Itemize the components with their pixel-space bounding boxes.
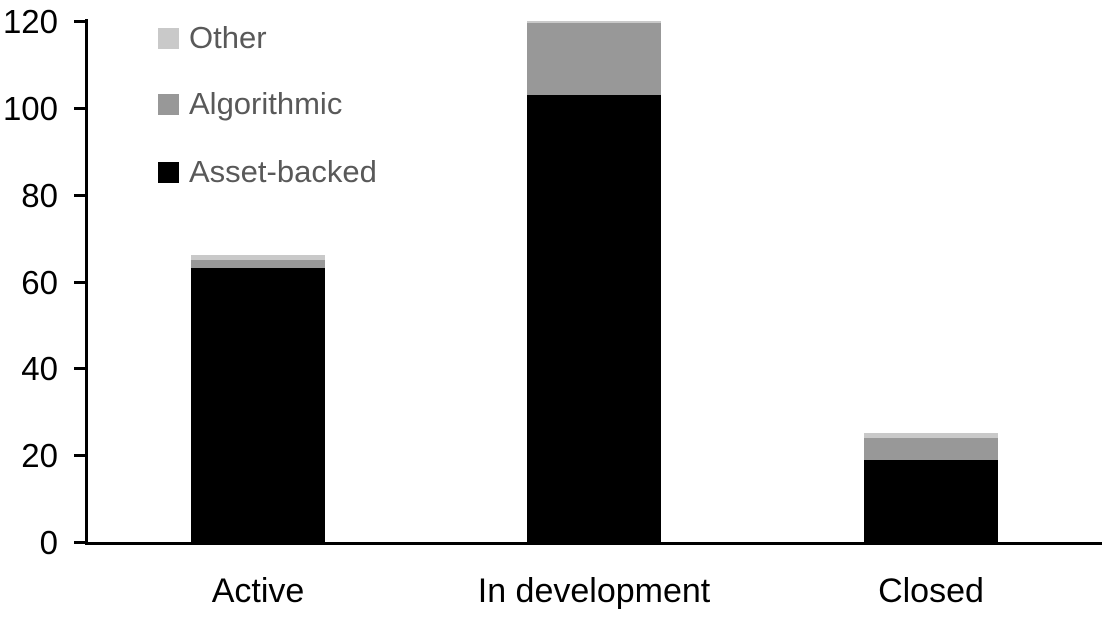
legend-label-asset-backed: Asset-backed xyxy=(189,154,377,189)
y-tick-mark-60 xyxy=(74,280,85,284)
bar-segment-in-development-other xyxy=(527,21,661,24)
bar-segment-closed-asset-backed xyxy=(864,459,998,542)
y-tick-label-120: 120 xyxy=(2,3,58,40)
y-tick-mark-20 xyxy=(74,454,85,458)
bar-segment-in-development-algorithmic xyxy=(527,23,661,95)
y-tick-label-20: 20 xyxy=(21,437,58,475)
bar-segment-in-development-asset-backed xyxy=(527,94,661,542)
y-tick-label-100: 100 xyxy=(2,89,58,127)
legend-label-other: Other xyxy=(189,20,267,55)
x-category-label-active: Active xyxy=(211,572,305,610)
legend-entry-algorithmic: Algorithmic xyxy=(158,85,342,123)
legend-label-algorithmic: Algorithmic xyxy=(189,86,343,121)
legend-swatch-algorithmic xyxy=(158,93,179,115)
y-tick-mark-80 xyxy=(74,193,85,197)
bar-segment-active-other xyxy=(191,255,325,260)
legend-entry-asset-backed: Asset-backed xyxy=(158,153,377,191)
legend-swatch-asset-backed xyxy=(158,161,179,183)
y-axis-line xyxy=(85,19,88,545)
bar-segment-active-algorithmic xyxy=(191,259,325,269)
y-tick-mark-0 xyxy=(74,541,85,544)
y-tick-mark-120 xyxy=(74,20,85,23)
y-tick-mark-100 xyxy=(74,106,85,110)
legend-swatch-other xyxy=(158,27,179,49)
bar-segment-closed-other xyxy=(864,433,998,438)
y-tick-label-40: 40 xyxy=(21,350,58,388)
x-category-label-closed: Closed xyxy=(878,572,984,610)
x-category-label-in-development: In development xyxy=(477,572,711,610)
x-axis-line xyxy=(85,542,1102,545)
y-tick-mark-40 xyxy=(74,367,85,371)
bar-segment-active-asset-backed xyxy=(191,268,325,542)
legend-entry-other: Other xyxy=(158,19,267,57)
y-tick-label-60: 60 xyxy=(21,263,58,301)
bar-segment-closed-algorithmic xyxy=(864,437,998,460)
y-tick-label-0: 0 xyxy=(39,524,58,561)
y-tick-label-80: 80 xyxy=(21,176,58,214)
